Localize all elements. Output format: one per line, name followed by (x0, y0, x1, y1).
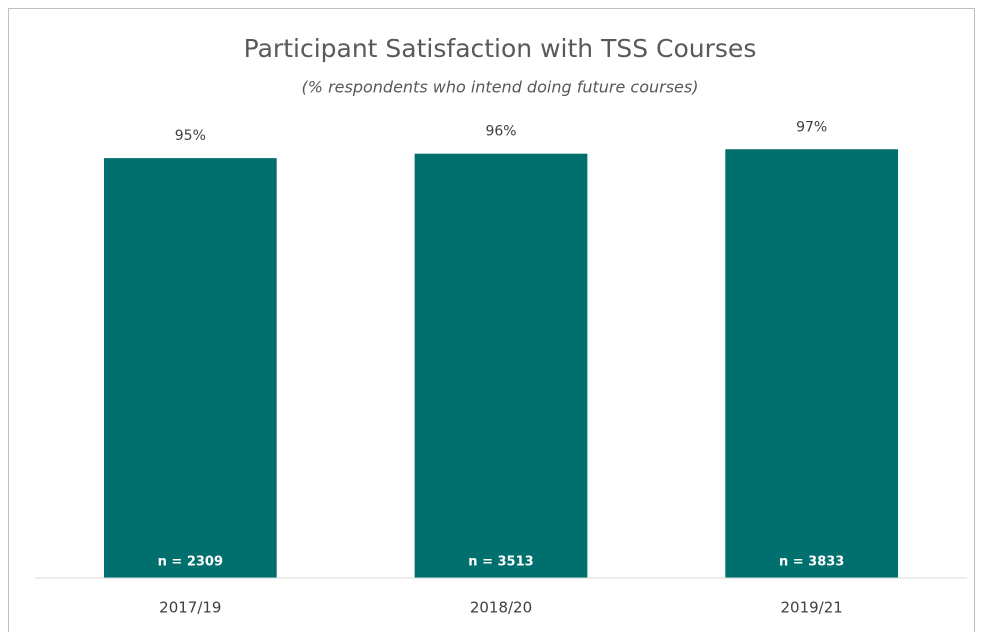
value-label: 95% (175, 128, 206, 144)
x-tick-label: 2017/19 (159, 599, 221, 617)
bar (103, 158, 277, 578)
x-tick-label: 2019/21 (781, 599, 843, 617)
bar (725, 149, 899, 578)
sample-size-label: n = 3513 (468, 555, 533, 570)
chart-subtitle: (% respondents who intend doing future c… (302, 78, 699, 97)
bar (414, 153, 588, 578)
sample-size-label: n = 2309 (158, 555, 223, 570)
chart-frame (8, 8, 975, 632)
value-label: 97% (796, 119, 827, 135)
x-tick-label: 2018/20 (470, 599, 532, 617)
value-label: 96% (485, 124, 516, 140)
chart-title: Participant Satisfaction with TSS Course… (244, 34, 757, 63)
sample-size-label: n = 3833 (779, 555, 844, 570)
